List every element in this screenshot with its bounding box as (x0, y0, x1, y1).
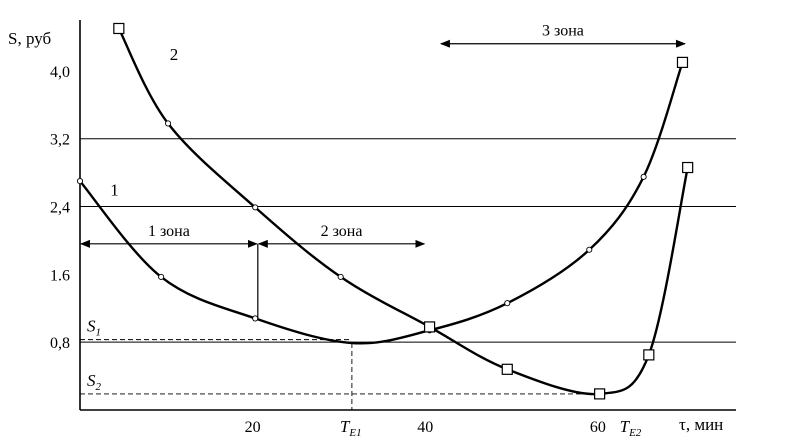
s-level-label-1: S1 (87, 317, 101, 339)
series-1-point-5 (504, 300, 511, 307)
y-tick-label: 1.6 (50, 267, 70, 284)
zone-3-label: 3 зона (542, 23, 584, 40)
t-marker-label-1: TЕ1 (340, 417, 362, 439)
curve-label: 1 (110, 181, 119, 200)
series-1-point-6 (586, 246, 593, 253)
zone-2-label: 2 зона (321, 223, 363, 240)
series-2-point-1 (164, 120, 172, 127)
series-2-point-0 (113, 22, 125, 35)
series-1-point-7 (640, 173, 647, 180)
y-axis-label: S, руб (8, 29, 51, 48)
s-level-label-1-main: S (87, 317, 96, 336)
y-tick-label: 3,2 (50, 132, 70, 149)
curve-label: 2 (170, 45, 179, 64)
series-2-point-4 (423, 321, 436, 333)
y-tick-label: 0,8 (50, 335, 70, 352)
s-level-label-1-subscript: 1 (96, 327, 102, 339)
series-1-point-2 (252, 315, 259, 322)
series-1-point-8 (676, 56, 689, 68)
s-level-label-2-subscript: 2 (96, 381, 102, 393)
y-tick-label: 4,0 (50, 64, 70, 81)
x-tick-label: 60 (590, 419, 606, 436)
series-2-point-5 (501, 363, 513, 375)
zone-1-label: 1 зона (148, 223, 190, 240)
t-marker-label-1-subscript: Е1 (348, 427, 361, 439)
t-marker-label-2: TЕ2 (620, 417, 642, 439)
series-2-point-3 (337, 273, 344, 280)
series-2-point-8 (682, 161, 694, 174)
series-1-point-1 (158, 273, 165, 280)
series-2-point-6 (594, 388, 606, 400)
t-marker-label-1-main: T (340, 417, 351, 436)
axes (79, 20, 736, 411)
labels: S, руб τ, мин 0,81.62,43,24,020 40 6012S1S… (8, 23, 723, 439)
x-tick-label: 20 (245, 419, 261, 436)
t-marker-label-2-subscript: Е2 (628, 427, 642, 439)
t-marker-label-2-main: T (620, 417, 631, 436)
guide-lines (80, 339, 600, 410)
x-tick-label: 40 (417, 419, 433, 436)
series-2-point-2 (252, 204, 259, 211)
gridlines (80, 138, 736, 343)
s-level-label-2-main: S (87, 371, 96, 390)
series-2-point-7 (643, 349, 655, 361)
y-tick-label: 2,4 (50, 200, 70, 217)
zone-arrows (80, 39, 686, 319)
data-markers (76, 22, 694, 400)
series-1-point-0 (76, 178, 84, 185)
x-axis-label: τ, мин (679, 415, 723, 434)
s-level-label-2: S2 (87, 371, 102, 393)
